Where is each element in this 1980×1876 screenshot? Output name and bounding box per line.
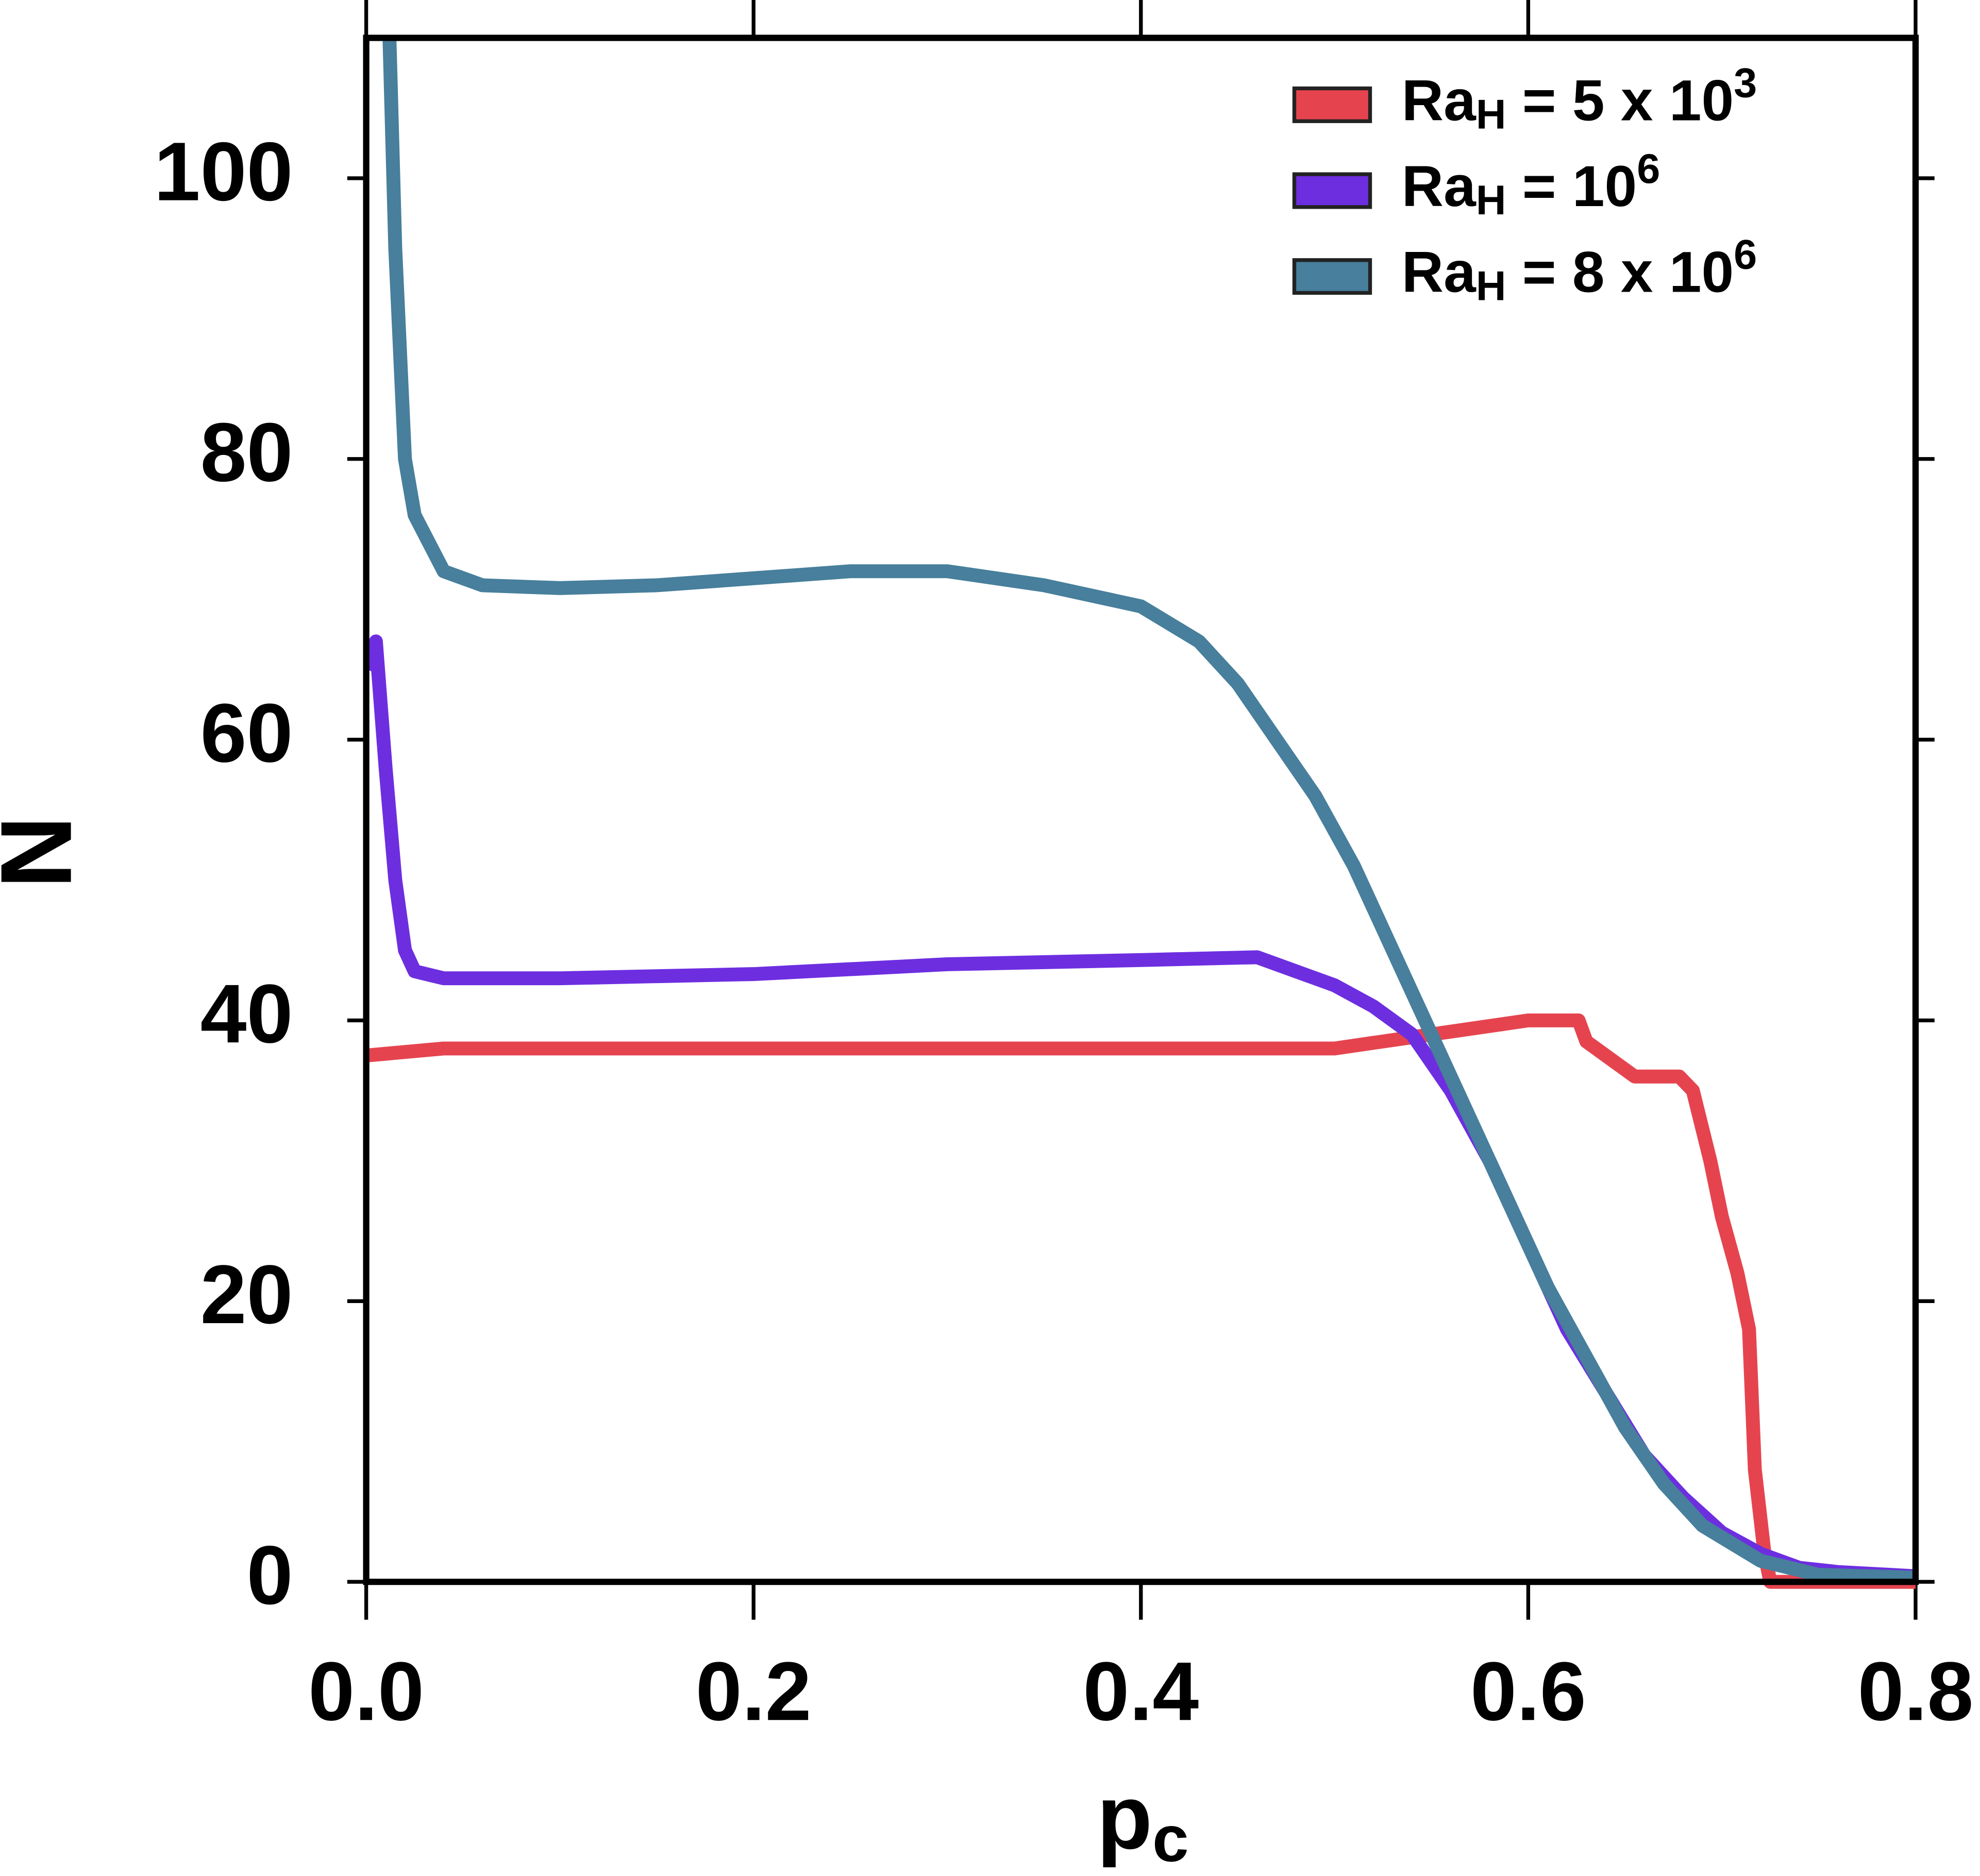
legend-label: RaH = 8 x 106 (1402, 232, 1757, 310)
x-tick-label: 0.0 (308, 1645, 424, 1738)
data-line (366, 634, 1916, 1583)
legend-swatch (1292, 258, 1372, 295)
y-tick-label: 60 (200, 687, 293, 780)
legend-label: RaH = 106 (1402, 146, 1660, 224)
plot-frame (363, 35, 1919, 1585)
y-tick-label: 80 (200, 406, 293, 499)
y-tick-label: 0 (247, 1529, 293, 1622)
x-tick-label: 0.2 (696, 1645, 812, 1738)
legend-swatch (1292, 86, 1372, 123)
y-tick-label: 20 (200, 1248, 293, 1341)
y-axis-label: N (0, 816, 93, 889)
x-tick-label: 0.8 (1858, 1645, 1974, 1738)
x-axis-label: pc (1097, 1766, 1188, 1875)
y-tick-label: 40 (200, 968, 293, 1060)
legend-swatch (1292, 172, 1372, 209)
data-line (382, 38, 1916, 1585)
x-tick-label: 0.6 (1470, 1645, 1586, 1738)
x-tick-label: 0.4 (1083, 1645, 1199, 1738)
y-tick-label: 100 (154, 126, 293, 218)
legend-label: RaH = 5 x 103 (1402, 60, 1757, 138)
